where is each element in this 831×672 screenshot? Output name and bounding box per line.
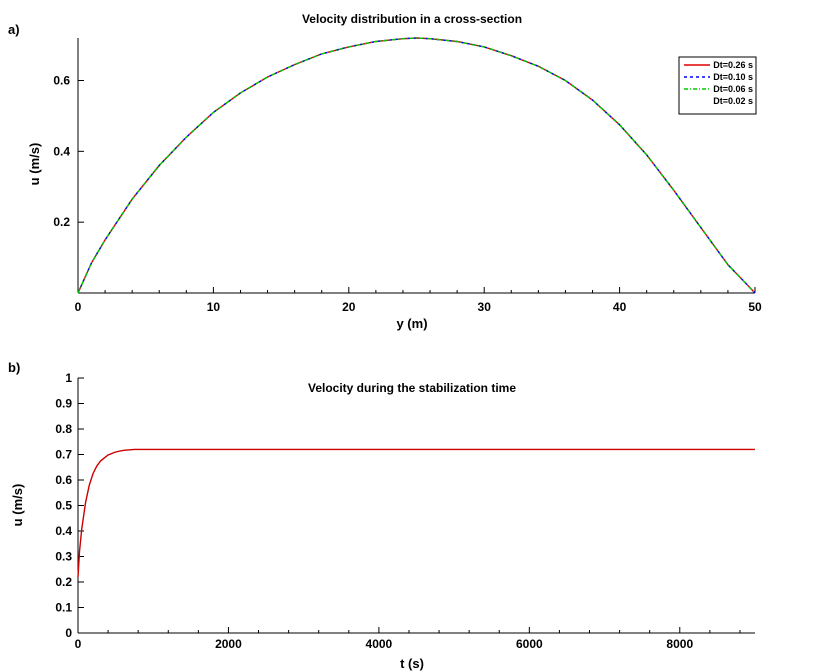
y-tick-label: 1: [65, 371, 72, 385]
legend-box: [678, 56, 757, 115]
y-tick-label: 0.9: [55, 397, 72, 411]
y-tick-label: 0.1: [55, 601, 72, 615]
legend-label-1: Dt=0.26 s: [713, 60, 753, 70]
chart-b-axes: [77, 378, 755, 634]
x-tick-label: 2000: [215, 637, 242, 651]
chart-b-series: [77, 448, 755, 577]
panel-a: a) Velocity distribution in a cross-sect…: [8, 12, 762, 331]
chart-a-legend: Dt=0.26 s Dt=0.10 s Dt=0.06 s Dt=0.02 s: [678, 56, 757, 115]
y-tick-label: 0.4: [53, 144, 70, 158]
legend-label-2: Dt=0.10 s: [713, 72, 753, 82]
series-line-1: [77, 448, 755, 577]
y-tick-label: 0.2: [55, 575, 72, 589]
chart-a-title: Velocity distribution in a cross-section: [302, 12, 522, 26]
y-tick-label: 0: [65, 626, 72, 640]
y-tick-label: 0.5: [55, 499, 72, 513]
chart-a-ticks: 0 10 20 30 40 50 0.2 0.4 0.6: [53, 74, 762, 315]
chart-a-axes: [77, 38, 755, 294]
legend-label-3: Dt=0.06 s: [713, 84, 753, 94]
chart-b-xlabel: t (s): [400, 656, 424, 671]
panel-b-label: b): [8, 360, 20, 375]
x-tick-label: 10: [207, 300, 221, 314]
y-tick-label: 0.6: [55, 473, 72, 487]
chart-b-ylabel: u (m/s): [10, 484, 25, 527]
x-tick-label: 0: [75, 637, 82, 651]
panel-a-label: a): [8, 22, 20, 37]
y-tick-label: 0.4: [55, 524, 72, 538]
x-tick-label: 6000: [516, 637, 543, 651]
chart-b-title: Velocity during the stabilization time: [308, 381, 516, 395]
x-tick-label: 50: [748, 300, 762, 314]
chart-a-series: [77, 37, 756, 294]
y-tick-label: 0.6: [53, 74, 70, 88]
y-tick-label: 0.2: [53, 215, 70, 229]
x-tick-label: 4000: [366, 637, 393, 651]
x-tick-label: 40: [613, 300, 627, 314]
chart-a-xlabel: y (m): [396, 316, 427, 331]
legend-label-4: Dt=0.02 s: [713, 96, 753, 106]
y-tick-label: 0.7: [55, 448, 72, 462]
chart-a-ylabel: u (m/s): [27, 143, 42, 186]
chart-b-ticks: 0 2000 4000 6000 8000 0 0.1 0.2 0.3 0.4 0.5 0.6 0.7 0…: [55, 371, 741, 651]
panel-b: b) Velocity during the stabilization tim…: [8, 360, 755, 671]
series-line-3: [77, 37, 756, 294]
x-tick-label: 20: [342, 300, 356, 314]
x-tick-label: 0: [75, 300, 82, 314]
y-tick-label: 0.3: [55, 550, 72, 564]
x-tick-label: 8000: [666, 637, 693, 651]
series-line-1: [77, 37, 756, 294]
x-tick-label: 30: [478, 300, 492, 314]
series-line-2: [77, 37, 756, 294]
y-tick-label: 0.8: [55, 422, 72, 436]
